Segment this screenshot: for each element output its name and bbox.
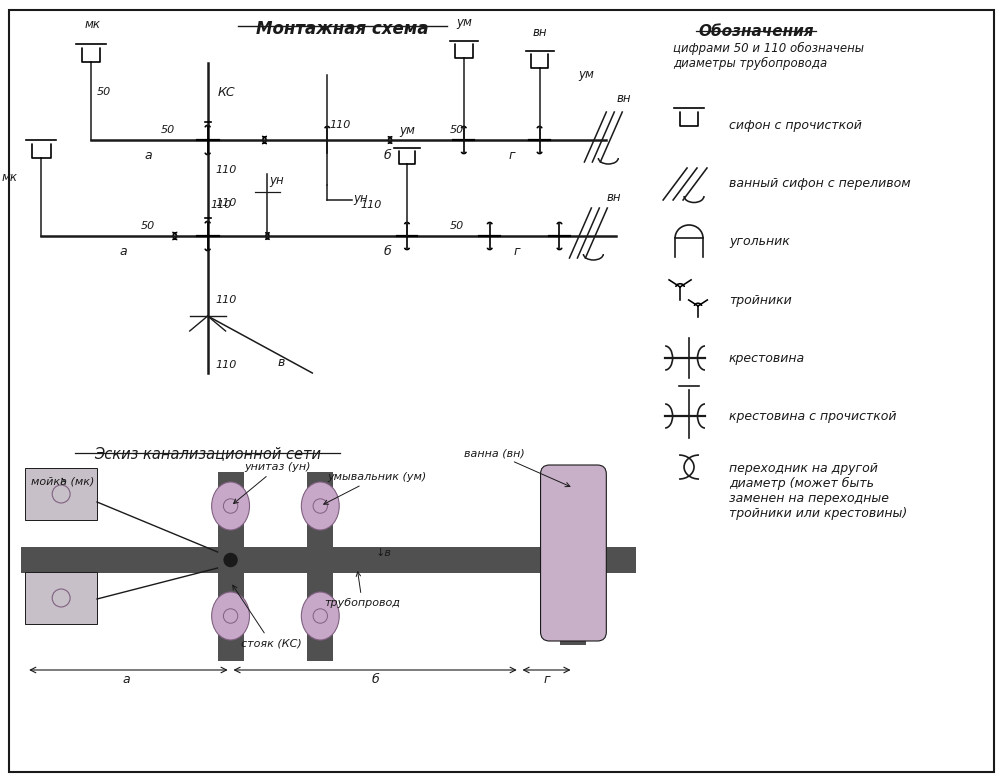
Text: тройники: тройники <box>729 293 792 307</box>
Bar <box>25 572 97 624</box>
Text: унитаз (ун): унитаз (ун) <box>234 462 311 503</box>
Text: б: б <box>371 673 379 686</box>
Text: вн: вн <box>616 92 631 105</box>
Text: в: в <box>277 356 285 369</box>
Text: мк: мк <box>85 18 101 31</box>
Bar <box>218 573 244 661</box>
Text: КС: КС <box>218 86 235 100</box>
Text: 110: 110 <box>216 295 237 305</box>
Text: сифон с прочисткой: сифон с прочисткой <box>729 120 862 132</box>
Text: Обозначения: Обозначения <box>698 24 814 39</box>
Text: стояк (КС): стояк (КС) <box>233 585 301 648</box>
Ellipse shape <box>212 482 250 530</box>
Text: а: а <box>119 245 127 258</box>
Text: 110: 110 <box>216 360 237 370</box>
Text: ум: ум <box>399 124 415 137</box>
Text: умывальник (ум): умывальник (ум) <box>324 472 427 504</box>
Text: ун: ун <box>353 192 368 205</box>
Bar <box>218 472 244 573</box>
Text: Монтажная схема: Монтажная схема <box>256 20 429 38</box>
Text: б: б <box>383 149 391 162</box>
Text: г: г <box>508 149 515 162</box>
Text: мойка (мк): мойка (мк) <box>31 476 95 486</box>
Text: б: б <box>383 245 391 258</box>
Text: вн: вн <box>532 26 547 39</box>
Text: ун: ун <box>269 174 284 187</box>
Text: ванный сифон с переливом: ванный сифон с переливом <box>729 177 911 191</box>
Ellipse shape <box>301 482 339 530</box>
Text: угольник: угольник <box>729 236 790 248</box>
Bar <box>25 468 97 520</box>
Text: а: а <box>122 673 130 686</box>
Text: г: г <box>543 673 550 686</box>
Text: 50: 50 <box>450 125 464 135</box>
Text: 110: 110 <box>216 165 237 175</box>
Circle shape <box>224 553 237 566</box>
Text: ум: ум <box>578 68 594 81</box>
Text: крестовина с прочисткой: крестовина с прочисткой <box>729 409 896 422</box>
Bar <box>307 573 333 661</box>
Text: 110: 110 <box>211 200 232 210</box>
FancyBboxPatch shape <box>541 465 606 641</box>
Text: ↓в: ↓в <box>376 548 392 558</box>
Text: 110: 110 <box>360 200 382 210</box>
Text: 110: 110 <box>216 198 237 208</box>
Ellipse shape <box>301 592 339 640</box>
Bar <box>21 547 636 573</box>
Text: мк: мк <box>1 171 17 184</box>
Text: ум: ум <box>456 16 472 29</box>
Text: 50: 50 <box>161 125 175 135</box>
Text: вн: вн <box>606 191 621 204</box>
Text: цифрами 50 и 110 обозначены
диаметры трубопровода: цифрами 50 и 110 обозначены диаметры тру… <box>673 42 864 70</box>
Text: 50: 50 <box>141 221 155 231</box>
Text: ванна (вн): ванна (вн) <box>464 448 570 487</box>
Bar <box>560 573 586 645</box>
Bar <box>560 488 586 573</box>
Text: трубопровод: трубопровод <box>324 572 400 608</box>
Text: а: а <box>144 149 152 162</box>
Text: 50: 50 <box>97 87 111 97</box>
Text: переходник на другой
диаметр (может быть
заменен на переходные
тройники или крес: переходник на другой диаметр (может быть… <box>729 462 907 520</box>
Text: Эскиз канализационной сети: Эскиз канализационной сети <box>94 446 321 461</box>
Ellipse shape <box>212 592 250 640</box>
Text: крестовина: крестовина <box>729 352 805 365</box>
Text: г: г <box>513 245 520 258</box>
Text: 110: 110 <box>329 120 351 130</box>
Bar <box>307 472 333 573</box>
Text: 50: 50 <box>450 221 464 231</box>
